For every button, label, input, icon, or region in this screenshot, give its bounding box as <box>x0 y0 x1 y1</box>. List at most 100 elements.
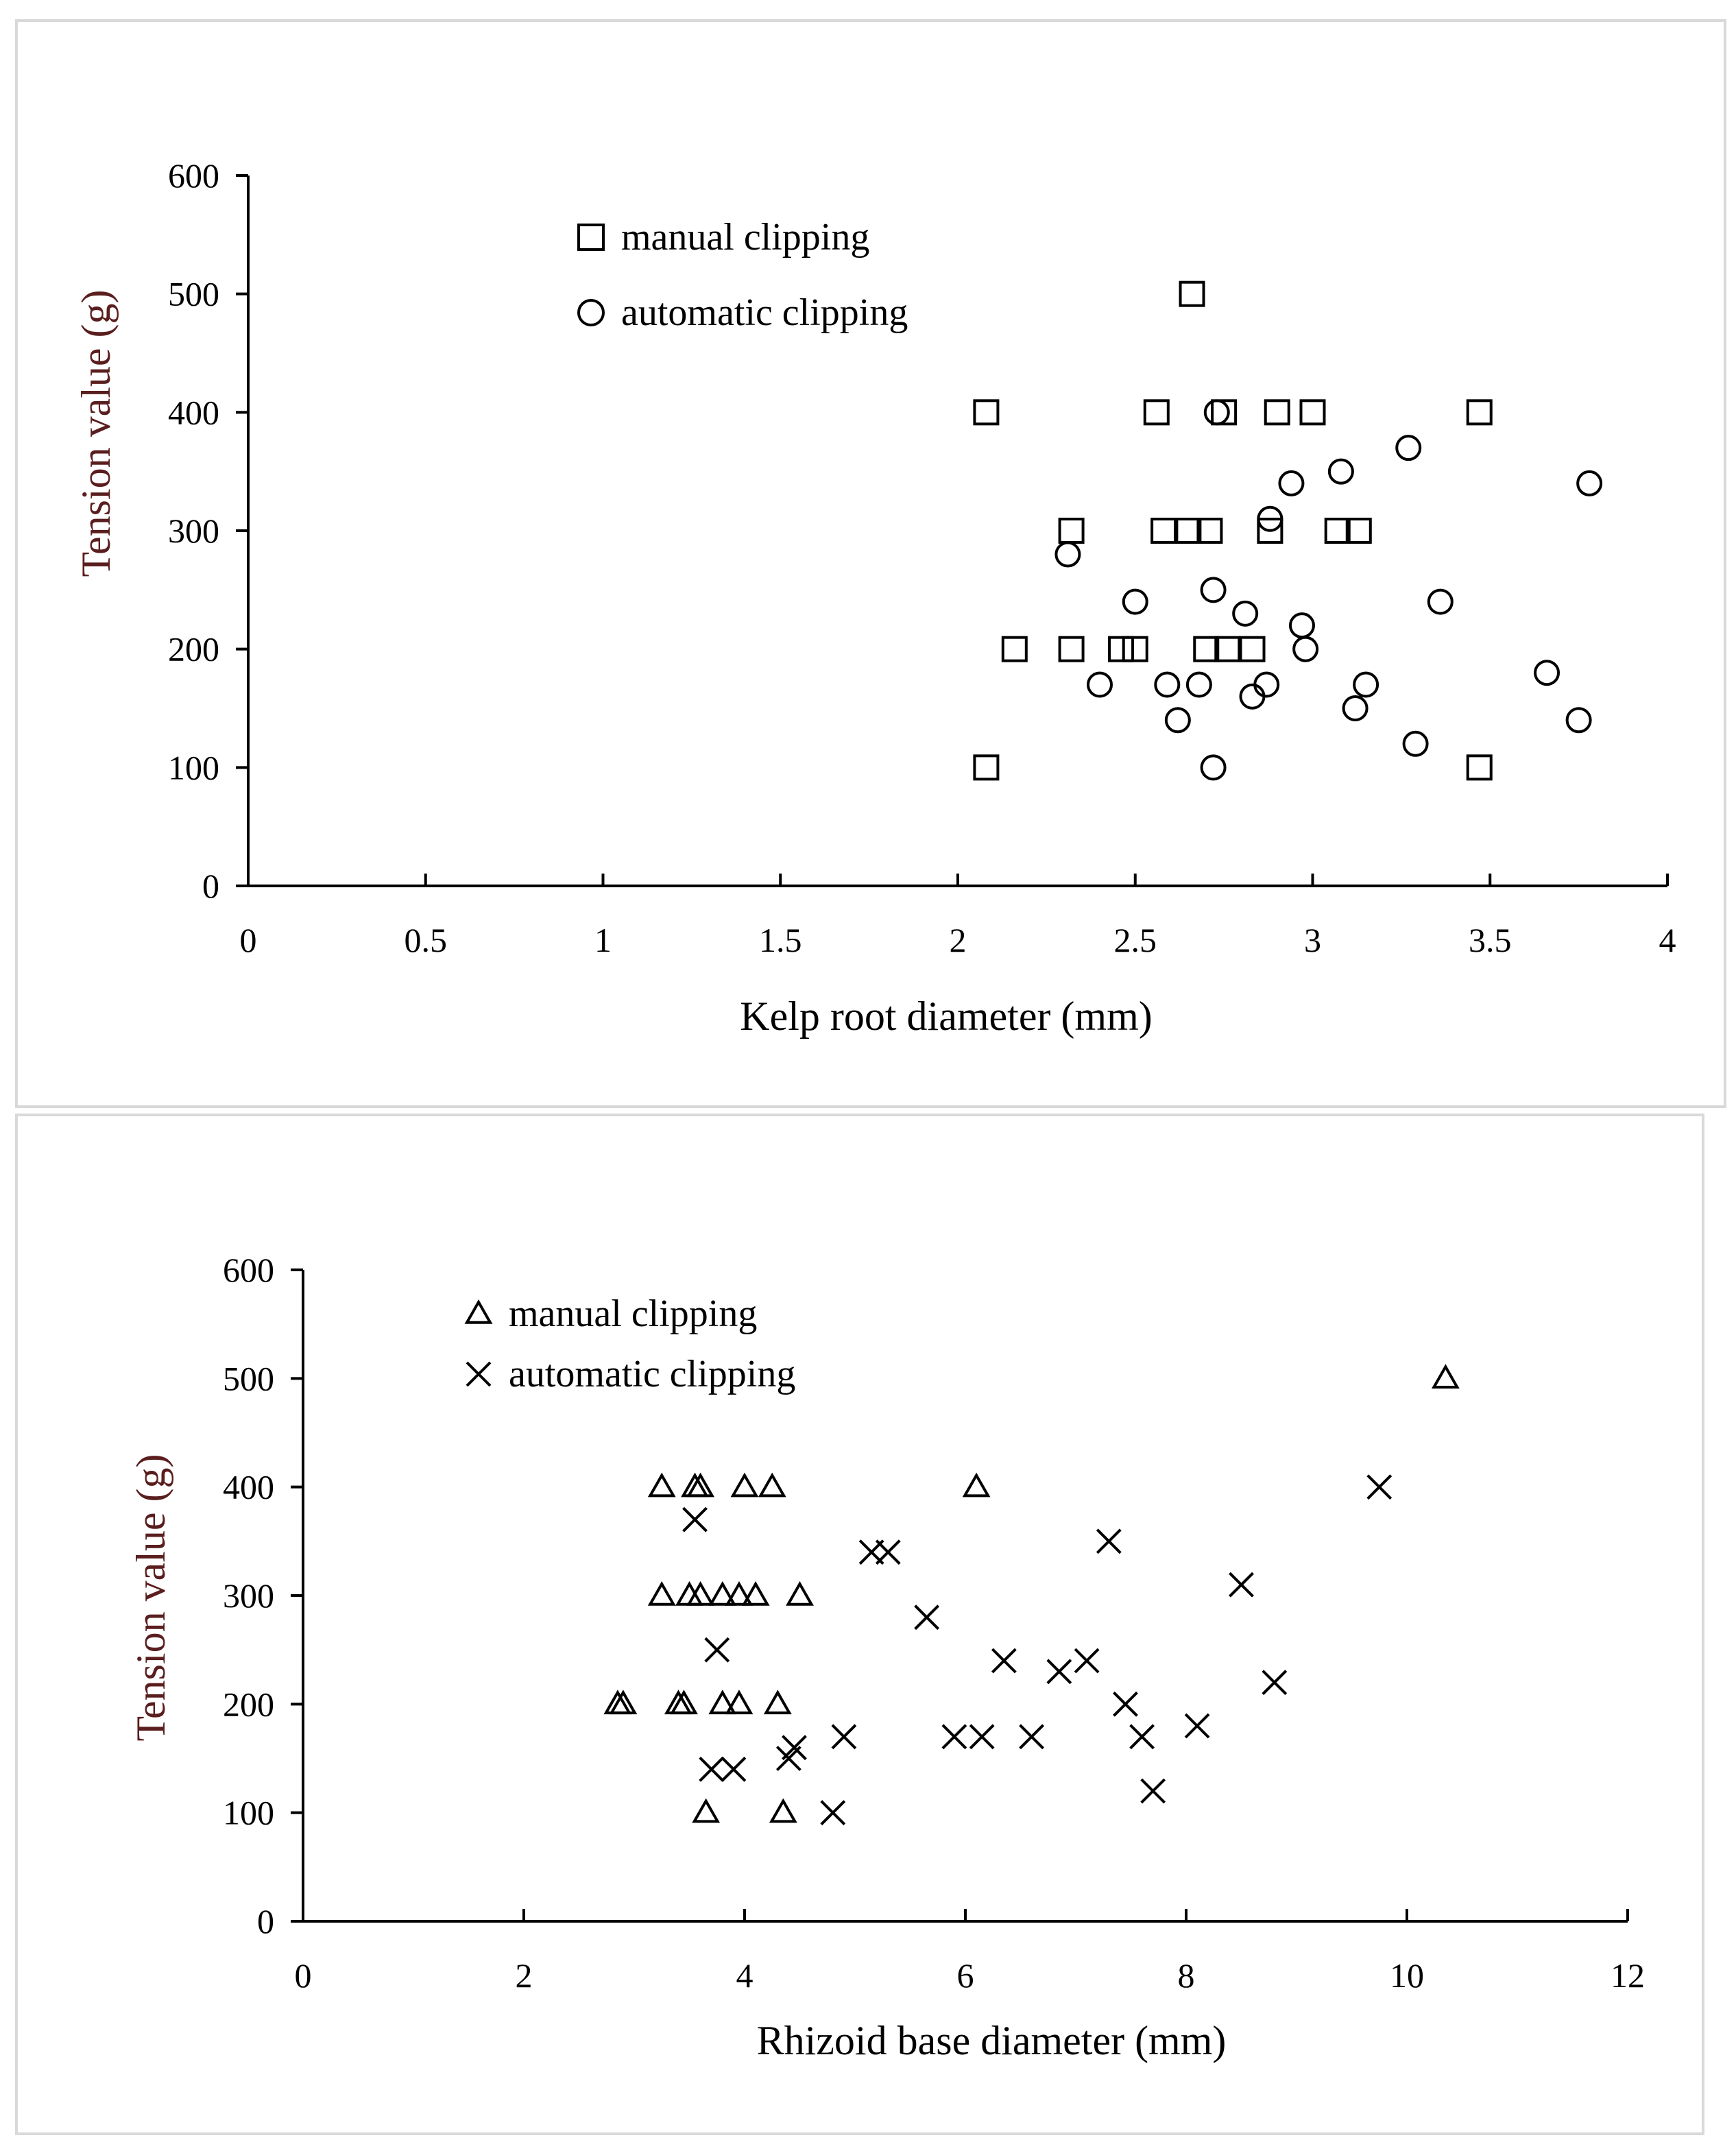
y-tick-label: 600 <box>223 1251 274 1289</box>
data-point-square <box>1345 518 1372 544</box>
data-point-cross <box>1129 1724 1155 1750</box>
x-tick-label: 0.5 <box>405 921 448 959</box>
x-tick-label: 4 <box>1659 921 1676 959</box>
data-point-cross <box>721 1756 747 1782</box>
y-tick-label: 500 <box>168 275 219 313</box>
data-point-cross <box>941 1724 967 1750</box>
data-point-square <box>1299 399 1326 426</box>
data-point-triangle <box>725 1690 754 1715</box>
y-tick-label: 300 <box>168 512 219 550</box>
data-point-circle <box>1278 470 1305 496</box>
data-point-square <box>973 399 1000 426</box>
x-tick-label: 4 <box>736 1956 754 1995</box>
data-point-triangle <box>647 1472 676 1498</box>
x-tick-label: 0 <box>240 921 257 959</box>
data-point-square <box>1150 518 1177 544</box>
legend: manual clipping automatic clipping <box>464 1293 795 1395</box>
data-point-triangle <box>686 1580 715 1606</box>
data-point-cross <box>1140 1778 1166 1804</box>
legend-marker-circle <box>577 299 605 326</box>
data-point-square <box>1058 518 1085 544</box>
data-point-square <box>1257 518 1283 544</box>
data-point-circle <box>1122 588 1148 615</box>
data-point-square <box>1122 636 1148 662</box>
data-point-circle <box>1402 730 1429 757</box>
data-point-triangle <box>692 1798 721 1823</box>
x-tick-label: 2 <box>950 921 967 959</box>
y-tick-label: 200 <box>168 630 219 669</box>
y-tick-label: 100 <box>168 748 219 786</box>
data-point-triangle <box>708 1690 737 1715</box>
legend: manual clipping automatic clipping <box>577 216 908 334</box>
x-tick-label: 3 <box>1304 921 1321 959</box>
data-point-cross <box>1229 1572 1254 1598</box>
x-tick-label: 8 <box>1178 1956 1195 1995</box>
data-point-circle <box>1154 671 1181 698</box>
data-point-circle <box>1395 435 1422 461</box>
data-point-circle <box>1203 399 1230 426</box>
y-axis-title: Tension value (g) <box>73 289 119 577</box>
data-point-triangle <box>1431 1364 1460 1389</box>
x-tick-label: 10 <box>1390 1956 1424 1995</box>
data-point-triangle <box>647 1580 676 1606</box>
x-tick-label: 1 <box>594 921 612 959</box>
data-point-cross <box>1019 1724 1045 1750</box>
data-point-circle <box>1327 458 1354 485</box>
data-point-square <box>1179 280 1205 307</box>
data-point-square <box>1193 636 1220 662</box>
data-point-cross <box>1366 1474 1393 1500</box>
legend-marker-triangle <box>464 1299 493 1324</box>
data-point-circle <box>1576 470 1603 496</box>
y-tick-label: 600 <box>168 156 219 195</box>
data-point-triangle <box>962 1472 991 1498</box>
data-point-cross <box>875 1539 901 1565</box>
y-tick-label: 100 <box>223 1794 274 1832</box>
data-point-cross <box>1074 1648 1100 1674</box>
data-point-circle <box>1288 612 1315 639</box>
data-point-circle <box>1164 707 1191 734</box>
data-point-cross <box>682 1506 708 1532</box>
y-tick-label: 200 <box>223 1685 274 1723</box>
data-point-square <box>1211 399 1238 426</box>
y-tick-label: 500 <box>223 1359 274 1397</box>
legend-label: automatic clipping <box>509 1353 795 1395</box>
series-automatic-clipping <box>682 1474 1393 1826</box>
data-point-circle <box>1239 683 1266 710</box>
data-point-circle <box>1200 754 1227 781</box>
y-tick-label: 0 <box>202 867 219 905</box>
data-point-cross <box>699 1756 725 1782</box>
data-point-triangle <box>730 1472 759 1498</box>
data-point-circle <box>1427 588 1454 615</box>
chart-panel-rhizoid-base <box>15 1114 1704 2135</box>
data-point-square <box>1058 636 1085 662</box>
data-point-square <box>1466 754 1493 781</box>
data-point-square <box>1239 636 1266 662</box>
data-point-triangle <box>609 1690 638 1715</box>
data-point-circle <box>1342 695 1369 721</box>
data-point-square <box>1196 518 1223 544</box>
data-point-circle <box>1353 671 1379 698</box>
data-point-cross <box>1113 1691 1138 1717</box>
data-point-triangle <box>670 1690 698 1715</box>
y-tick-label: 0 <box>257 1902 274 1940</box>
data-point-cross <box>831 1724 857 1750</box>
data-point-cross <box>991 1648 1017 1674</box>
legend-label: manual clipping <box>621 216 869 259</box>
data-point-cross <box>820 1800 846 1826</box>
data-point-circle <box>1200 577 1227 603</box>
y-tick-label: 300 <box>223 1576 274 1615</box>
legend-marker-cross <box>466 1361 492 1387</box>
data-point-cross <box>914 1604 940 1631</box>
data-point-triangle <box>763 1690 792 1715</box>
data-point-circle <box>1292 636 1319 662</box>
data-point-square <box>1175 518 1202 544</box>
legend-label: manual clipping <box>509 1293 757 1335</box>
x-tick-label: 2.5 <box>1114 921 1157 959</box>
scatter-chart-rhizoid-base: 0 100 200 300 400 500 600 0 2 4 6 8 10 12 Rhizoid base… <box>128 1251 1645 2063</box>
data-point-square <box>1108 636 1135 662</box>
x-tick-label: 6 <box>957 1956 974 1995</box>
legend-marker-square <box>577 224 605 251</box>
data-point-circle <box>1185 671 1212 698</box>
data-point-cross <box>704 1637 730 1663</box>
